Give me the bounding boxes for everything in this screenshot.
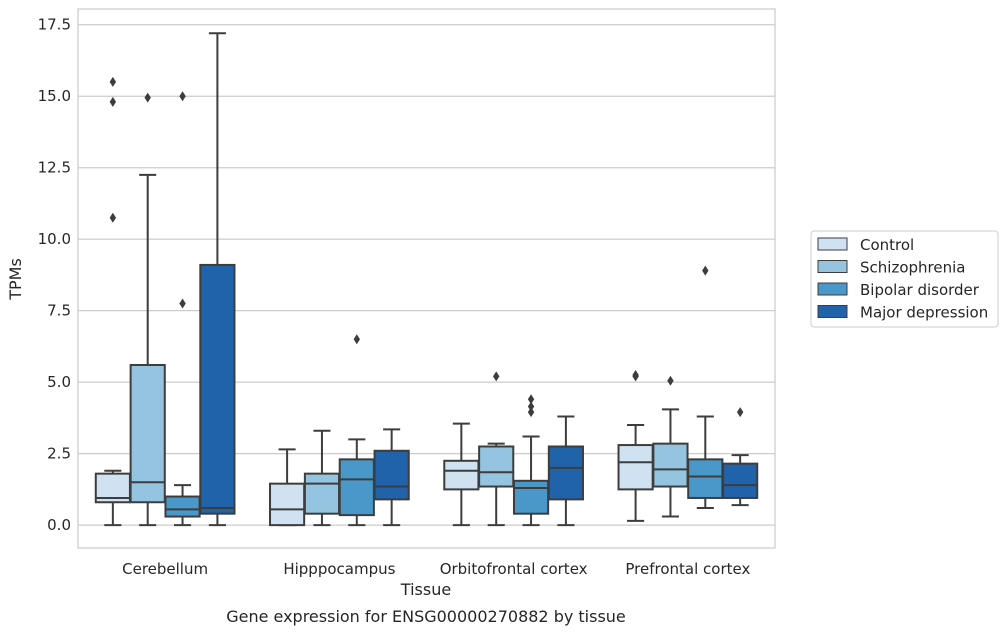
- x-tick-labels: Cerebellum Hipppocampus Orbitofrontal cort…: [122, 560, 750, 578]
- iqr-box: [547, 445, 584, 501]
- y-tick-label: 17.5: [38, 16, 71, 34]
- iqr-box: [687, 458, 724, 499]
- outlier-point: [179, 91, 186, 102]
- outlier-point: [632, 371, 639, 382]
- y-tick-label: 0.0: [47, 516, 71, 534]
- boxplot-box: [129, 92, 166, 527]
- outlier-point: [109, 212, 117, 223]
- boxplot-box: [722, 407, 759, 507]
- boxplot-box: [338, 334, 375, 527]
- grid-lines: [78, 24, 775, 526]
- boxplot-box: [199, 32, 236, 527]
- y-axis-label: TPMs: [6, 258, 25, 301]
- boxplot-box: [94, 76, 131, 527]
- outlier-point: [109, 76, 117, 87]
- y-tick-label: 12.5: [38, 159, 71, 177]
- plot-area: [94, 32, 759, 527]
- legend-frame: [810, 230, 999, 328]
- boxplot-box: [269, 448, 306, 527]
- iqr-box: [338, 458, 375, 517]
- iqr-box: [129, 363, 166, 504]
- outlier-point: [527, 401, 535, 412]
- legend: Control Schizophrenia Bipolar disorder Majo…: [810, 230, 999, 328]
- chart-caption: Gene expression for ENSG00000270882 by t…: [226, 607, 626, 626]
- legend-label: Major depression: [860, 304, 988, 322]
- x-tick-label: Orbitofrontal cortex: [440, 560, 588, 578]
- boxplot-box: [652, 375, 689, 518]
- outlier-point: [353, 334, 360, 345]
- outlier-point: [736, 407, 744, 418]
- legend-label: Control: [860, 236, 914, 254]
- boxplot-box: [164, 91, 201, 527]
- outlier-point: [144, 92, 151, 103]
- y-tick-label: 15.0: [38, 87, 71, 105]
- iqr-box: [164, 495, 201, 518]
- x-axis-label: Tissue: [400, 580, 451, 599]
- iqr-box: [722, 462, 759, 499]
- legend-swatch: [817, 305, 848, 318]
- legend-label: Schizophrenia: [860, 259, 965, 277]
- y-tick-label: 5.0: [47, 373, 71, 391]
- iqr-box: [512, 479, 550, 515]
- y-tick-label: 10.0: [38, 230, 71, 248]
- iqr-box: [269, 482, 306, 527]
- legend-label: Bipolar disorder: [860, 281, 980, 299]
- iqr-box: [652, 442, 689, 488]
- outlier-point: [179, 298, 186, 309]
- legend-swatch: [817, 282, 848, 296]
- iqr-box: [443, 459, 480, 491]
- boxplot-box: [478, 371, 515, 527]
- y-tick-labels: 0.0 2.5 5.0 7.5 10.0 12.5 15.0 17.5: [38, 16, 71, 534]
- iqr-box: [617, 444, 654, 491]
- outlier-point: [702, 265, 709, 276]
- x-tick-label: Hipppocampus: [283, 560, 395, 578]
- outlier-point: [667, 375, 674, 386]
- outlier-point: [527, 394, 535, 405]
- boxplot-box: [687, 265, 724, 509]
- boxplot-box: [373, 428, 410, 527]
- x-tick-label: Cerebellum: [122, 560, 208, 578]
- boxplot-box: [303, 429, 341, 527]
- iqr-box: [373, 449, 410, 501]
- boxplot-box: [617, 370, 654, 522]
- outlier-point: [109, 96, 117, 107]
- outlier-point: [493, 371, 500, 382]
- outlier-point: [527, 407, 535, 418]
- plot-frame: [77, 8, 776, 549]
- legend-swatch: [817, 237, 848, 251]
- iqr-box: [199, 263, 236, 515]
- iqr-box: [478, 445, 515, 488]
- y-tick-label: 2.5: [47, 445, 71, 463]
- y-tick-label: 7.5: [47, 302, 71, 320]
- boxplot-box: [547, 415, 584, 527]
- iqr-box: [303, 472, 341, 515]
- boxplot-box: [443, 422, 480, 527]
- legend-swatch: [817, 260, 848, 273]
- x-tick-label: Prefrontal cortex: [625, 560, 750, 578]
- boxplot-box: [512, 394, 550, 527]
